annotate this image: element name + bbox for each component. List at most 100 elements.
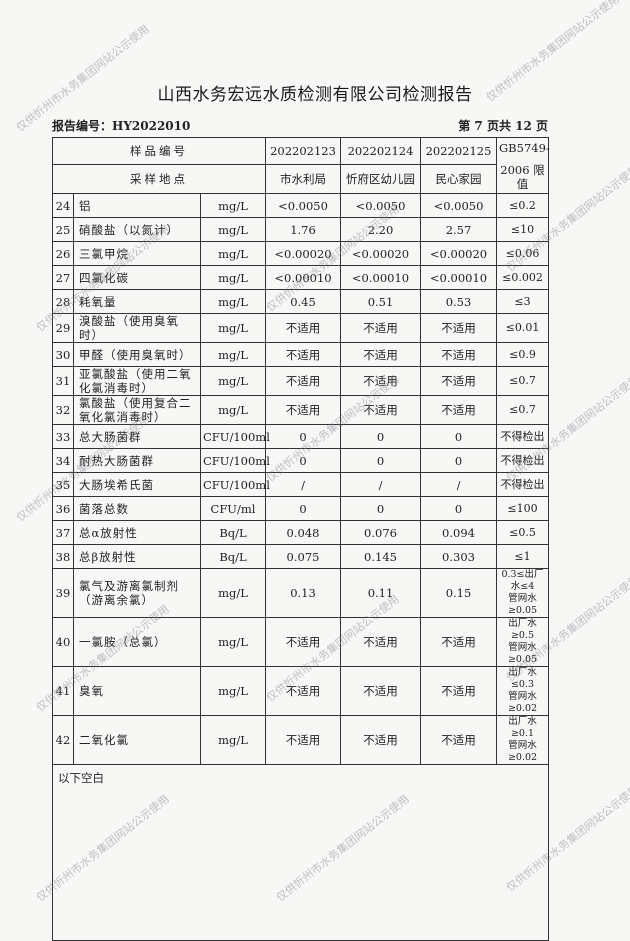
value-2: 不适用 — [340, 617, 421, 667]
value-1: 不适用 — [265, 715, 341, 765]
site-1: 市水利局 — [265, 164, 341, 194]
row-number: 29 — [52, 313, 74, 343]
value-2: 0.076 — [340, 520, 421, 545]
report-number: 报告编号：HY2022010 — [52, 119, 191, 133]
unit: CFU/100ml — [200, 424, 270, 449]
site-label: 采样地点 — [52, 164, 266, 194]
item-name: 硝酸盐（以氮计） — [73, 217, 201, 242]
item-name: 耗氧量 — [73, 289, 201, 314]
unit: mg/L — [200, 617, 266, 667]
table-row: 26 三氯甲烷 mg/L <0.00020 <0.00020 <0.00020 ≤… — [52, 241, 549, 266]
value-2: 2.20 — [340, 217, 421, 242]
table-row: 39 氯气及游离氯制剂（游离余氯） mg/L 0.13 0.11 0.15 0.3… — [52, 568, 549, 618]
value-2: / — [340, 472, 421, 497]
header-row-sample-no: 样品编号 202202123 202202124 202202125 GB574… — [52, 137, 550, 194]
unit: mg/L — [200, 313, 266, 343]
row-number: 38 — [52, 544, 74, 569]
row-number: 27 — [52, 265, 74, 290]
unit: mg/L — [200, 342, 266, 367]
limit-line-1: 出厂水≥0.5 — [508, 618, 537, 641]
table-row: 42 二氧化氯 mg/L 不适用 不适用 不适用 出厂水≥0.1 管网水≥0.02 — [52, 715, 549, 765]
row-number: 40 — [52, 617, 74, 667]
row-number: 42 — [52, 715, 74, 765]
value-2: 不适用 — [340, 313, 421, 343]
table-row: 24 铝 mg/L <0.0050 <0.0050 <0.0050 ≤0.2 — [52, 193, 549, 218]
unit: Bq/L — [200, 520, 266, 545]
row-number: 32 — [52, 395, 74, 425]
value-3: 0.53 — [420, 289, 497, 314]
value-3: <0.00010 — [420, 265, 497, 290]
value-1: 0.45 — [265, 289, 341, 314]
limit-line-1: 出厂水≤0.3 — [508, 667, 537, 690]
value-2: <0.00020 — [340, 241, 421, 266]
value-1: <0.00020 — [265, 241, 341, 266]
value-3: <0.0050 — [420, 193, 497, 218]
item-name: 耐热大肠菌群 — [73, 448, 201, 473]
value-1: 1.76 — [265, 217, 341, 242]
unit: mg/L — [200, 193, 266, 218]
limit: ≤0.7 — [496, 366, 549, 396]
limit-line-1: 0.3≤出厂水≤4 — [501, 569, 544, 592]
table-row: 33 总大肠菌群 CFU/100ml 0 0 0 不得检出 — [52, 424, 549, 449]
value-3: 不适用 — [420, 395, 497, 425]
value-1: 0.13 — [265, 568, 341, 618]
limit: ≤100 — [496, 496, 549, 521]
value-2: <0.0050 — [340, 193, 421, 218]
unit: CFU/100ml — [200, 472, 270, 497]
standard-label-1: GB5749- — [499, 140, 550, 155]
unit: mg/L — [200, 289, 266, 314]
value-3: / — [420, 472, 497, 497]
value-2: 0.51 — [340, 289, 421, 314]
item-name: 溴酸盐（使用臭氧时） — [73, 313, 201, 343]
value-1: 不适用 — [265, 617, 341, 667]
value-1: 不适用 — [265, 342, 341, 367]
limit: ≤0.002 — [496, 265, 549, 290]
site-3: 民心家园 — [420, 164, 497, 194]
value-3: 0.094 — [420, 520, 497, 545]
row-number: 31 — [52, 366, 74, 396]
value-1: 0.048 — [265, 520, 341, 545]
row-number: 25 — [52, 217, 74, 242]
value-3: 不适用 — [420, 313, 497, 343]
results-table: 样品编号 202202123 202202124 202202125 GB574… — [52, 137, 550, 941]
value-3: 不适用 — [420, 366, 497, 396]
value-2: 不适用 — [340, 342, 421, 367]
item-name: 甲醛（使用臭氧时） — [73, 342, 201, 367]
value-2: 0.11 — [340, 568, 421, 618]
row-number: 33 — [52, 424, 74, 449]
value-1: 不适用 — [265, 395, 341, 425]
table-row: 25 硝酸盐（以氮计） mg/L 1.76 2.20 2.57 ≤10 — [52, 217, 549, 242]
sample-no-3: 202202125 — [420, 137, 497, 165]
value-1: / — [265, 472, 341, 497]
value-3: 0 — [420, 448, 497, 473]
sample-no-1: 202202123 — [265, 137, 341, 165]
value-1: 不适用 — [265, 666, 341, 716]
unit: Bq/L — [200, 544, 266, 569]
unit: mg/L — [200, 568, 266, 618]
value-2: <0.00010 — [340, 265, 421, 290]
table-row: 27 四氯化碳 mg/L <0.00010 <0.00010 <0.00010 ≤… — [52, 265, 549, 290]
footer-row: 以下空白 — [52, 764, 549, 941]
item-name: 总β放射性 — [73, 544, 201, 569]
table-row: 36 菌落总数 CFU/ml 0 0 0 ≤100 — [52, 496, 549, 521]
row-number: 34 — [52, 448, 74, 473]
table-row: 37 总α放射性 Bq/L 0.048 0.076 0.094 ≤0.5 — [52, 520, 549, 545]
sample-no-label: 样品编号 — [52, 137, 266, 165]
sample-no-2: 202202124 — [340, 137, 421, 165]
table-row: 35 大肠埃希氏菌 CFU/100ml / / / 不得检出 — [52, 472, 549, 497]
limit: ≤0.7 — [496, 395, 549, 425]
table-row: 34 耐热大肠菌群 CFU/100ml 0 0 0 不得检出 — [52, 448, 549, 473]
row-number: 41 — [52, 666, 74, 716]
limit: ≤10 — [496, 217, 549, 242]
value-2: 不适用 — [340, 666, 421, 716]
unit: mg/L — [200, 715, 266, 765]
table-row: 30 甲醛（使用臭氧时） mg/L 不适用 不适用 不适用 ≤0.9 — [52, 342, 549, 367]
unit: CFU/100ml — [200, 448, 270, 473]
row-number: 36 — [52, 496, 74, 521]
value-2: 0 — [340, 448, 421, 473]
unit: mg/L — [200, 241, 266, 266]
item-name: 总大肠菌群 — [73, 424, 201, 449]
value-1: <0.00010 — [265, 265, 341, 290]
unit: mg/L — [200, 666, 266, 716]
table-row: 29 溴酸盐（使用臭氧时） mg/L 不适用 不适用 不适用 ≤0.01 — [52, 313, 549, 343]
